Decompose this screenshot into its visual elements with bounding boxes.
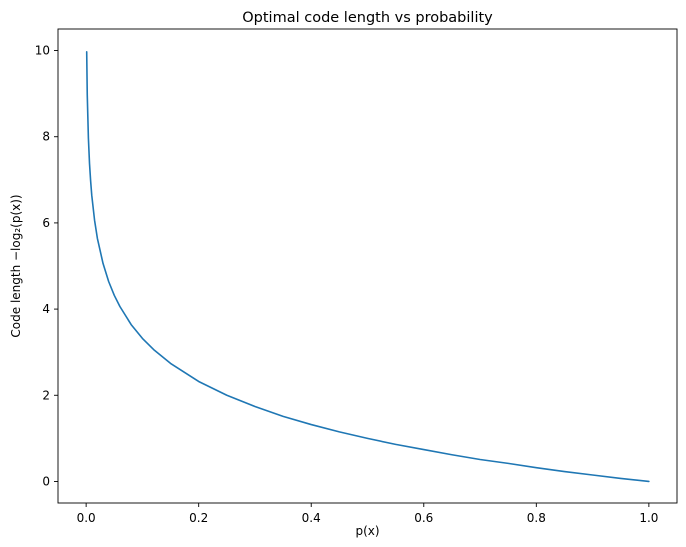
x-tick-label: 0.2 [189,511,208,525]
y-tick-label: 2 [42,388,50,402]
x-tick-label: 0.0 [77,511,96,525]
y-tick-label: 6 [42,216,50,230]
y-axis-ticks: 0 2 4 6 8 10 [35,44,58,488]
y-tick-label: 10 [35,44,50,58]
x-tick-label: 0.6 [414,511,433,525]
x-tick-label: 1.0 [639,511,658,525]
plot-frame [57,28,678,504]
x-axis-ticks: 0.0 0.2 0.4 0.6 0.8 1.0 [77,503,658,525]
x-tick-label: 0.4 [302,511,321,525]
x-axis-label: p(x) [355,524,379,538]
chart-title: Optimal code length vs probability [242,10,493,26]
y-axis-label: Code length −log₂(p(x)) [9,194,23,337]
y-tick-label: 0 [42,474,50,488]
x-tick-label: 0.8 [527,511,546,525]
y-tick-label: 8 [42,130,50,144]
y-tick-label: 4 [42,302,50,316]
series-line [85,51,650,483]
plot-background [58,29,677,503]
